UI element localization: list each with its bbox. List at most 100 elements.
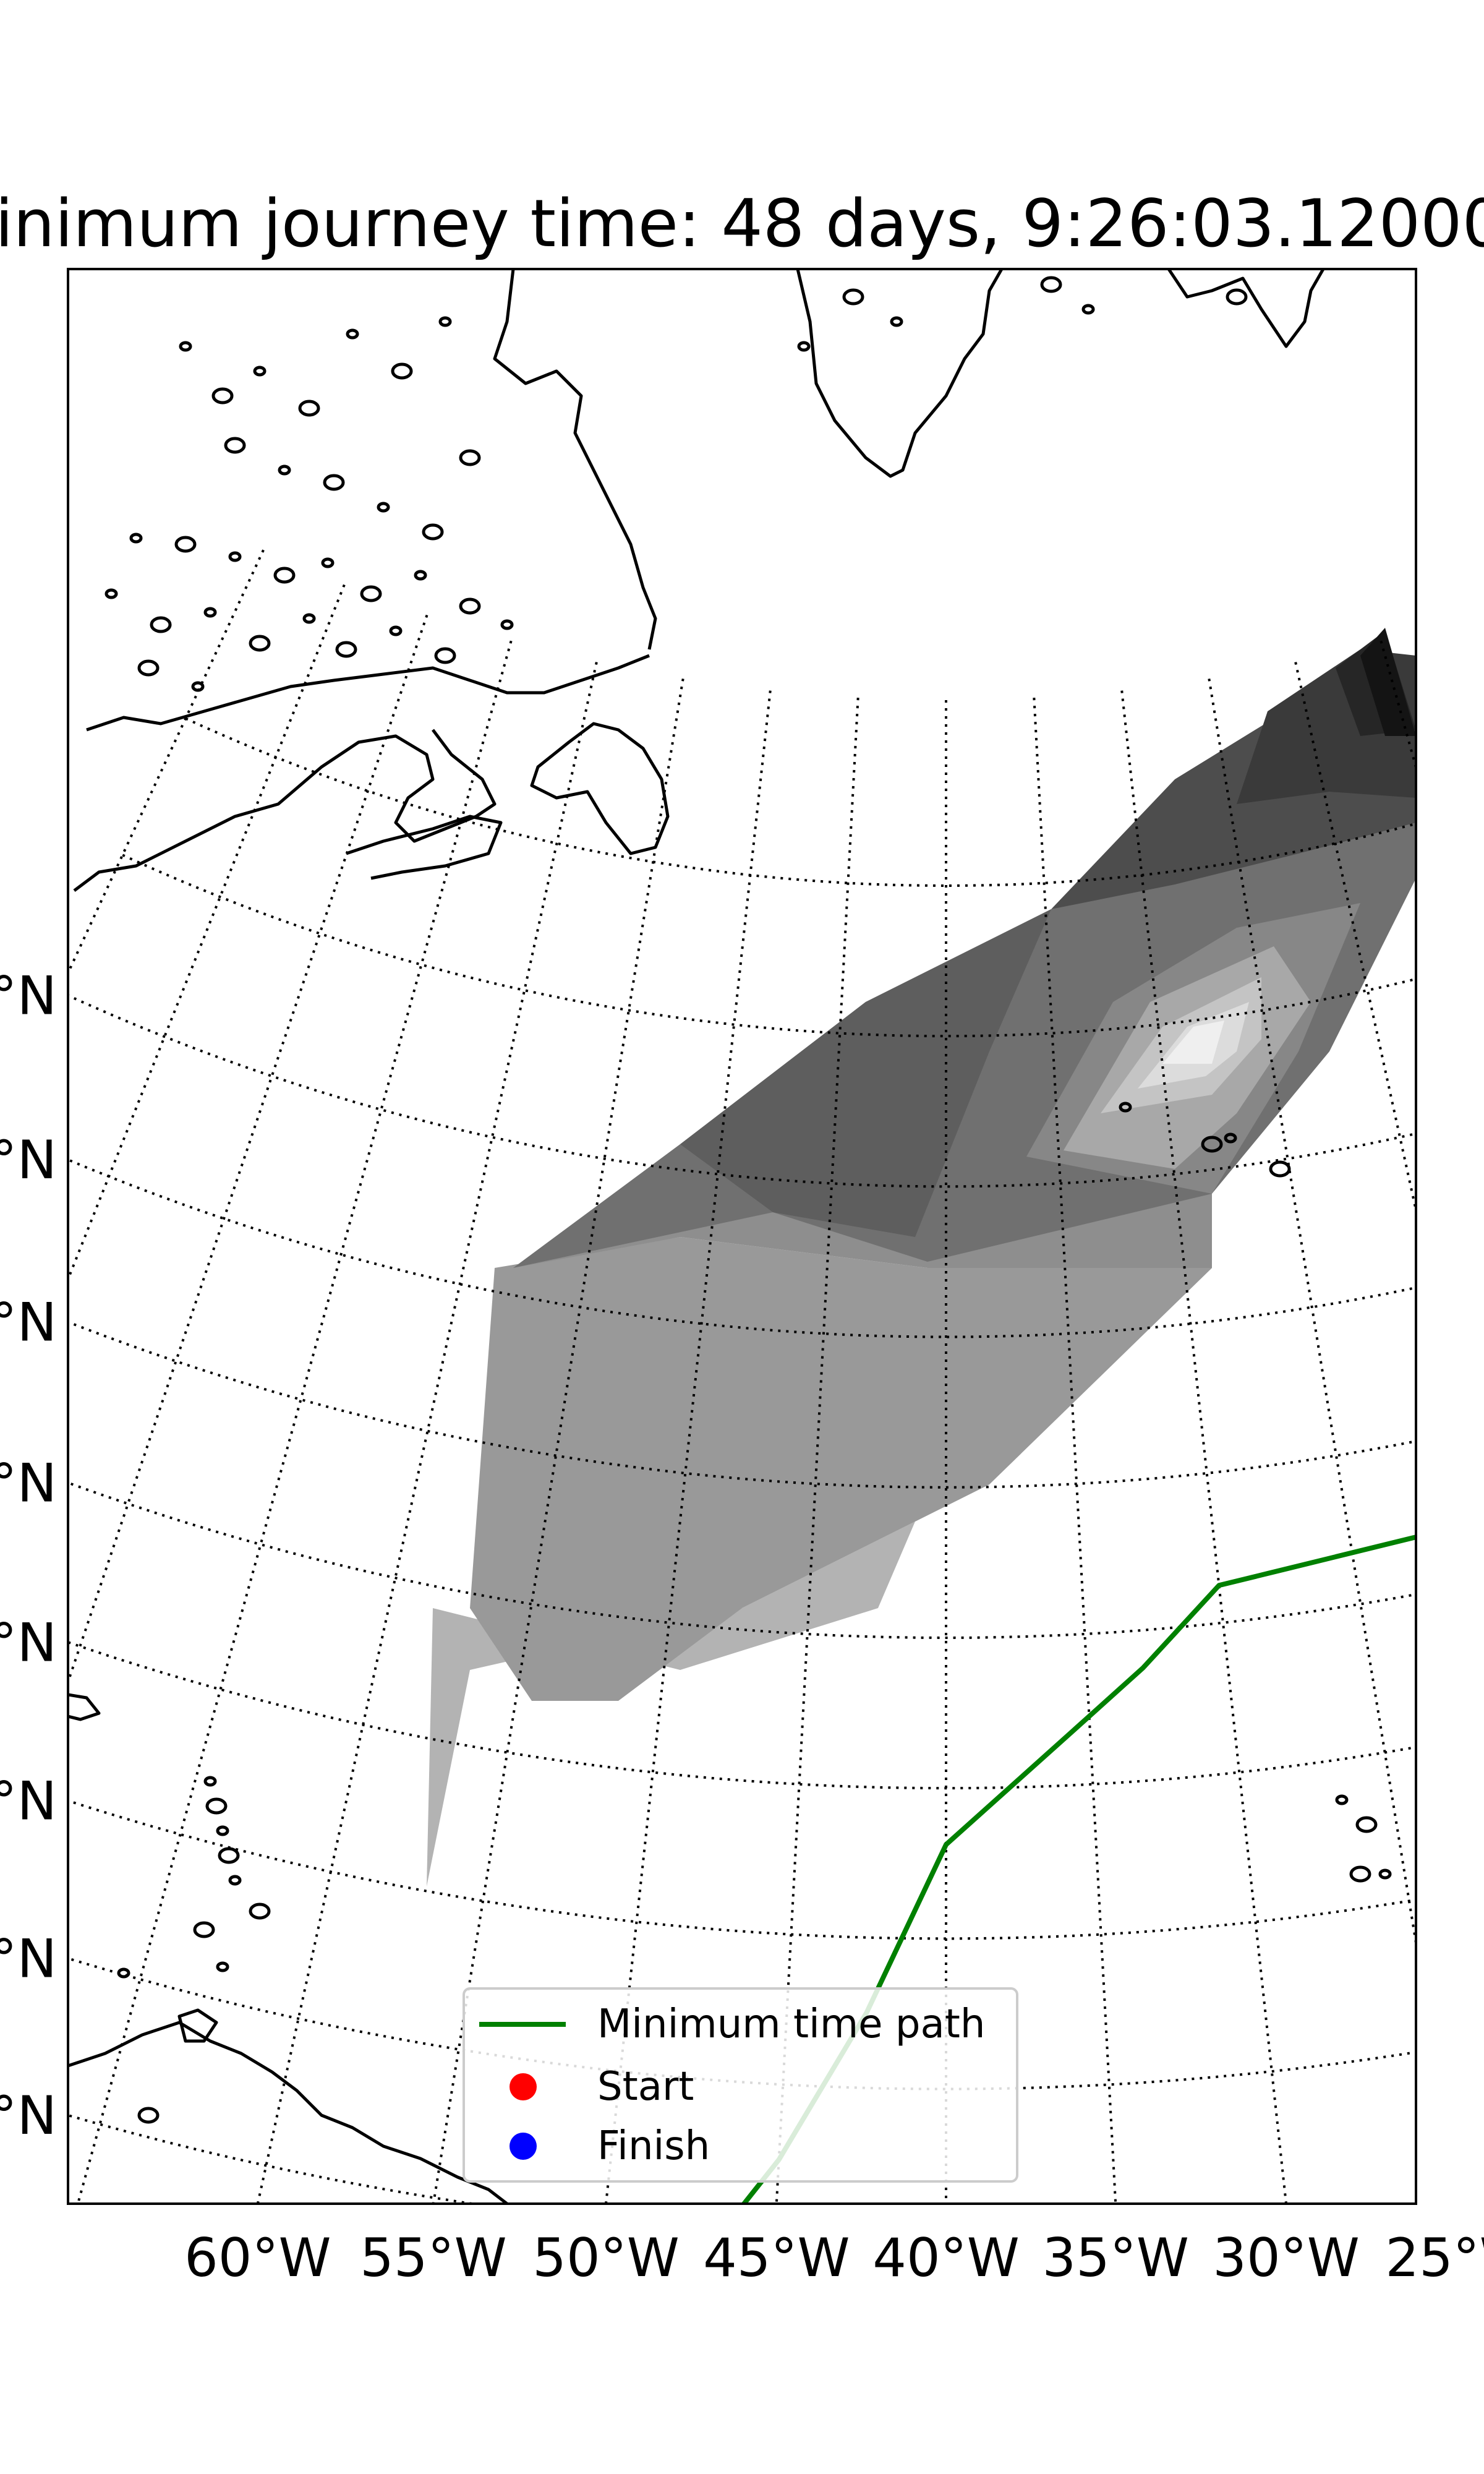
caribbean-coast [68, 2021, 508, 2204]
map-title: Minimum journey time: 48 days, 9:26:03.1… [0, 186, 1484, 262]
coast-detail [150, 616, 172, 633]
parallel-line [68, 1799, 1416, 1940]
latitude-tick-label: °N [0, 1452, 57, 1514]
meridian-line [604, 688, 772, 2204]
coast-detail [211, 387, 234, 404]
legend-finish-marker [510, 2133, 537, 2160]
parallel-line [0, 2357, 1484, 2474]
latitude-tick-label: °N [0, 1928, 57, 1990]
coast-detail [1349, 1865, 1371, 1883]
finish-marker [179, 2406, 204, 2431]
legend-label-finish: Finish [597, 2123, 710, 2169]
coast-detail [249, 1903, 271, 1920]
coast-detail [346, 328, 359, 340]
longitude-tick-label: 25°W [1385, 2227, 1484, 2289]
nova-scotia-coast [346, 815, 503, 880]
coast-detail [1355, 1816, 1378, 1833]
meridian-line [68, 582, 347, 1283]
meridian-line [775, 695, 859, 2204]
longitude-tick-label: 30°W [1213, 2227, 1359, 2289]
longitude-tick-label: 50°W [532, 2227, 679, 2289]
latitude-tick-label: °N [0, 1771, 57, 1833]
coast-detail [434, 647, 456, 664]
parallel-line [122, 854, 1416, 1038]
coast-detail [104, 588, 118, 599]
parallel-line [68, 1641, 1416, 1790]
parallel-line [68, 1481, 1416, 1640]
legend-label-path: Minimum time path [597, 2001, 985, 2047]
coast-detail [298, 400, 320, 417]
coast-detail [216, 1961, 229, 1972]
contour-band [1162, 1021, 1224, 1064]
coast-detail [1081, 304, 1095, 315]
coast-detail [459, 449, 481, 466]
coast-detail [391, 362, 413, 380]
newfoundland-coast [530, 722, 670, 855]
coast-detail [191, 681, 205, 692]
coast-detail [335, 641, 357, 658]
coast-detail [438, 316, 452, 327]
minimum-time-path [741, 1534, 1416, 2204]
contour-band [1360, 628, 1416, 736]
meridian-line [1033, 695, 1117, 2204]
coast-detail [228, 1875, 242, 1886]
coast-detail [174, 536, 197, 553]
coast-detail [459, 597, 481, 615]
coast-detail [1269, 1160, 1291, 1178]
st-lawrence-south [73, 729, 497, 892]
meridian-line [1120, 688, 1288, 2204]
coast-detail [1378, 1868, 1392, 1880]
meridian-line [432, 676, 685, 2204]
coast-detail [253, 366, 267, 377]
coast-detail [228, 551, 242, 562]
meridian-line [1464, 613, 1484, 2474]
coast-detail [1226, 288, 1248, 306]
journey-time-contour [427, 628, 1416, 1886]
coast-detail [273, 567, 296, 584]
longitude-tick-label: 35°W [1042, 2227, 1188, 2289]
coast-detail [1119, 1102, 1132, 1113]
latitude-tick-label: °N [0, 2085, 57, 2147]
legend-box [463, 1987, 1018, 2183]
latitude-tick-label: °N [0, 1292, 57, 1354]
latitude-tick-labels: °N °N °N °N °N °N °N °N [0, 965, 57, 2147]
coast-detail [249, 635, 271, 652]
legend-start-marker [510, 2073, 537, 2100]
coast-detail [224, 437, 246, 454]
coast-detail [1040, 276, 1062, 293]
meridian-line [256, 659, 599, 2204]
coast-detail [842, 288, 864, 306]
coast-detail [129, 533, 143, 544]
longitude-tick-labels: 60°W 55°W 50°W 45°W 40°W 35°W 30°W 25°W [184, 2227, 1484, 2289]
coastlines [68, 269, 1325, 2204]
coast-detail [321, 557, 335, 568]
coast-detail [203, 607, 217, 618]
parallel-line [68, 1320, 1416, 1489]
coast-detail [216, 1825, 229, 1836]
puerto-rico-coast [68, 1693, 101, 1721]
coast-detail [323, 474, 345, 491]
legend: Minimum time path Start Finish [463, 1987, 1018, 2183]
coast-detail [422, 523, 444, 541]
coast-detail [117, 1967, 130, 1979]
axes-frame [67, 268, 1417, 2205]
coast-detail [500, 619, 514, 630]
coast-detail [203, 1776, 217, 1787]
graticule [0, 547, 1484, 2474]
coast-detail [218, 1847, 240, 1864]
coast-detail [389, 625, 403, 636]
coast-detail [278, 464, 291, 476]
coast-detail [890, 316, 903, 327]
contour-band [680, 909, 1051, 1237]
coast-detail [193, 1921, 215, 1938]
greenland-east-coast [1167, 269, 1325, 348]
coast-detail [137, 2107, 160, 2124]
longitude-tick-label: 55°W [360, 2227, 506, 2289]
coast-detail [377, 502, 390, 513]
contour-band [470, 1237, 1212, 1701]
coast-detail [360, 585, 382, 602]
coast-detail [302, 613, 316, 624]
meridian-line [1207, 676, 1416, 1951]
coast-detail [1224, 1132, 1237, 1144]
